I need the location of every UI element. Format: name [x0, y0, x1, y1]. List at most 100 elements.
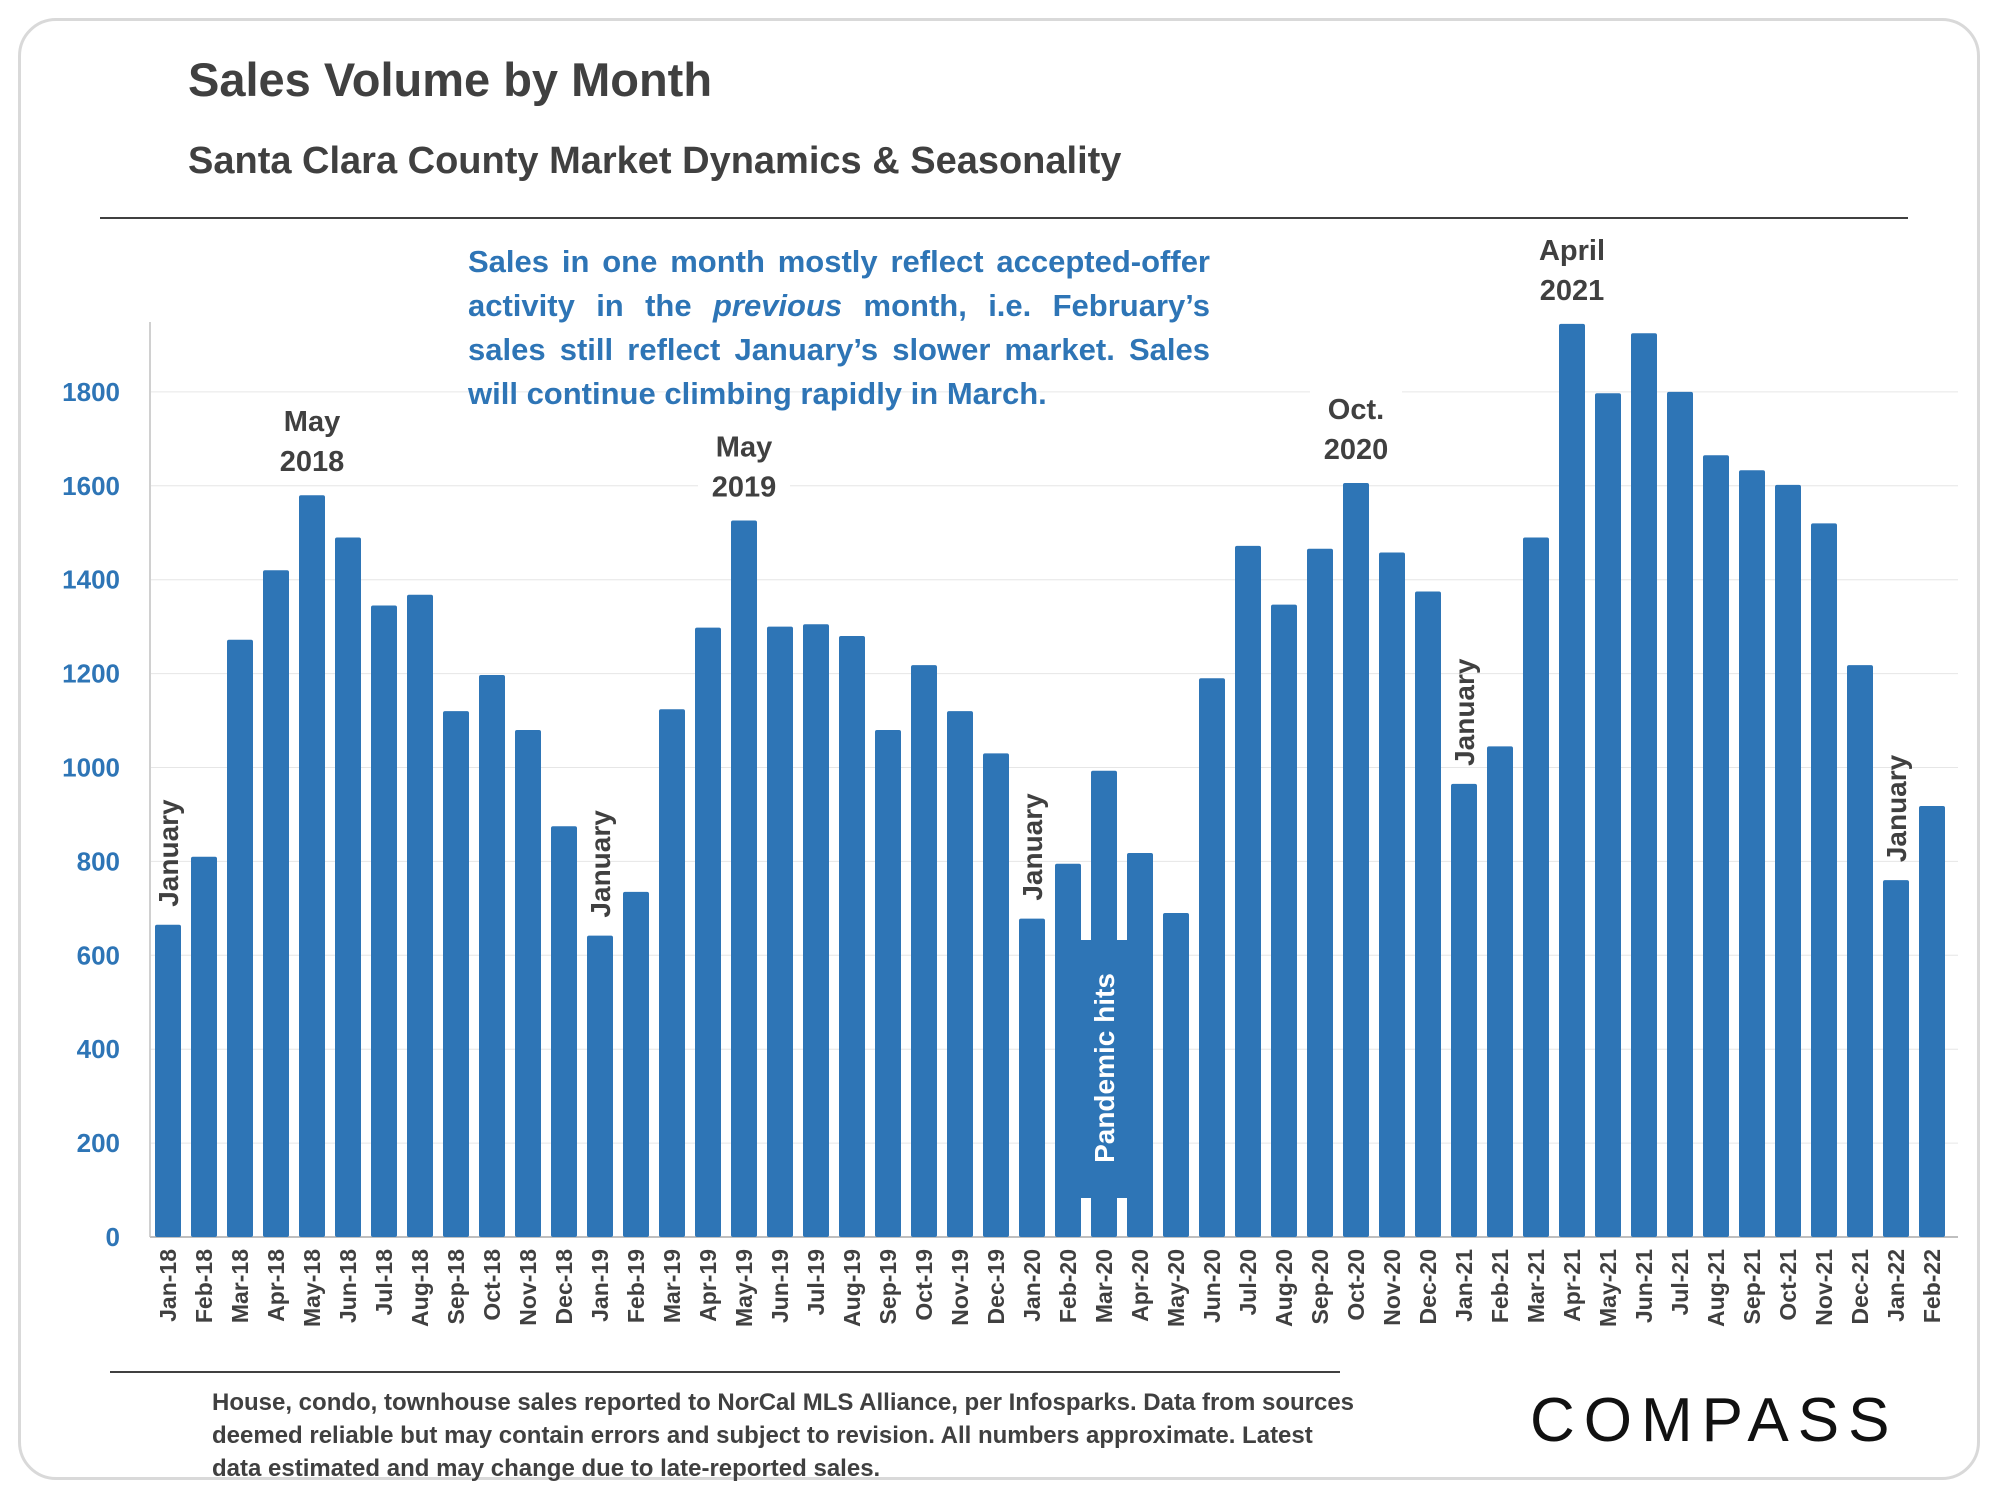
bar: [1919, 805, 1945, 1237]
bar: [1703, 455, 1729, 1238]
bar: [875, 729, 901, 1237]
x-tick-label: Jul-19: [803, 1249, 829, 1315]
january-annotation: January: [1017, 793, 1048, 901]
bar: [1271, 604, 1297, 1237]
x-tick-label: Aug-20: [1271, 1249, 1297, 1327]
x-tick-label: Apr-19: [695, 1249, 721, 1322]
footnote-line-2: deemed reliable but may contain errors a…: [212, 1422, 1313, 1449]
x-tick-label: May-18: [299, 1249, 325, 1327]
note-line-2-post: month, i.e. February’s: [842, 288, 1210, 323]
y-tick-label: 800: [77, 846, 120, 876]
x-tick-label: May-21: [1595, 1249, 1621, 1327]
bar: [227, 639, 253, 1237]
x-tick-label: Mar-19: [659, 1249, 685, 1323]
x-tick-label: Aug-21: [1703, 1249, 1729, 1327]
peak-annotation-year: 2019: [712, 472, 777, 504]
y-tick-label: 1400: [62, 565, 120, 595]
x-tick-label: Feb-22: [1919, 1249, 1945, 1323]
pandemic-label-bg: [1080, 940, 1128, 1198]
bar: [1343, 482, 1369, 1237]
peak-annotation-year: 2018: [280, 446, 345, 478]
bar: [1019, 918, 1045, 1237]
x-tick-label: Jan-22: [1883, 1249, 1909, 1322]
header-divider: [100, 217, 1908, 219]
peak-annotation-month: May: [284, 406, 340, 438]
bar: [443, 711, 469, 1237]
x-tick-label: Jun-21: [1631, 1249, 1657, 1323]
january-annotation: January: [585, 810, 616, 918]
bar: [839, 636, 865, 1237]
bar: [1883, 880, 1909, 1237]
bar: [623, 891, 649, 1237]
footer-divider: [110, 1371, 1340, 1373]
note-line-4: will continue climbing rapidly in March.: [468, 376, 1047, 411]
x-tick-label: Oct-20: [1343, 1249, 1369, 1321]
bar: [1667, 391, 1693, 1237]
note-emphasis: previous: [712, 288, 843, 323]
x-tick-label: Dec-18: [551, 1249, 577, 1325]
bar: [1523, 537, 1549, 1237]
bar: [1811, 523, 1837, 1237]
y-tick-label: 400: [77, 1034, 120, 1064]
x-tick-label: Oct-21: [1775, 1249, 1801, 1321]
x-tick-label: Sep-19: [875, 1249, 901, 1324]
bar: [1559, 323, 1585, 1237]
y-tick-label: 1200: [62, 659, 120, 689]
explanatory-note: Sales in one month mostly reflect accept…: [468, 240, 1210, 416]
x-tick-label: Feb-21: [1487, 1249, 1513, 1323]
pandemic-annotation: Pandemic hits: [1089, 973, 1120, 1163]
peak-annotation-year: 2020: [1324, 434, 1389, 466]
peak-label-bg: [1310, 384, 1402, 469]
bar: [1451, 783, 1477, 1237]
note-line-2: activity in the previous month, i.e. Feb…: [468, 284, 1210, 328]
january-annotation: January: [1881, 754, 1912, 862]
x-tick-label: Jul-21: [1667, 1249, 1693, 1316]
x-tick-label: Apr-20: [1127, 1249, 1153, 1322]
bar: [947, 711, 973, 1237]
x-tick-label: Nov-19: [947, 1249, 973, 1326]
x-tick-label: Jun-19: [767, 1249, 793, 1323]
bar: [1595, 393, 1621, 1238]
peak-annotation-month: April: [1539, 235, 1605, 267]
bar: [731, 520, 757, 1237]
x-tick-label: Jan-20: [1019, 1249, 1045, 1322]
bar: [1739, 470, 1765, 1237]
x-tick-label: Mar-20: [1091, 1249, 1117, 1323]
x-tick-label: Jun-18: [335, 1249, 361, 1323]
bar: [551, 826, 577, 1237]
bar: [371, 605, 397, 1237]
bar: [299, 495, 325, 1237]
bar: [191, 856, 217, 1237]
bar: [695, 627, 721, 1237]
bar: [335, 537, 361, 1237]
x-tick-label: Sep-21: [1739, 1249, 1765, 1325]
y-tick-label: 600: [77, 940, 120, 970]
x-tick-label: Jun-20: [1199, 1249, 1225, 1323]
x-tick-label: Mar-18: [227, 1249, 253, 1323]
bar: [659, 709, 685, 1237]
compass-logo: COMPASS: [1530, 1386, 1899, 1455]
bar: [1379, 552, 1405, 1237]
bar: [1163, 913, 1189, 1237]
x-tick-label: Feb-19: [623, 1249, 649, 1323]
x-tick-label: Dec-19: [983, 1249, 1009, 1324]
x-tick-label: Apr-18: [263, 1249, 289, 1322]
bar: [1487, 746, 1513, 1237]
bar: [1631, 333, 1657, 1237]
x-tick-label: Jul-18: [371, 1249, 397, 1316]
y-tick-label: 1800: [62, 377, 120, 407]
bar: [407, 594, 433, 1237]
x-tick-label: Jan-21: [1451, 1249, 1477, 1322]
footnote-line-3: data estimated and may change due to lat…: [212, 1455, 881, 1482]
x-tick-label: Nov-20: [1379, 1249, 1405, 1326]
x-tick-label: Apr-21: [1559, 1249, 1585, 1322]
bar: [1847, 665, 1873, 1237]
y-tick-label: 0: [106, 1222, 120, 1252]
note-line-2-pre: activity in the: [468, 288, 713, 323]
note-line-3: sales still reflect January’s slower mar…: [468, 332, 1210, 367]
x-tick-label: Sep-18: [443, 1249, 469, 1325]
x-tick-label: Jul-20: [1235, 1249, 1261, 1315]
x-tick-label: Aug-18: [407, 1249, 433, 1327]
bar: [1307, 548, 1333, 1237]
